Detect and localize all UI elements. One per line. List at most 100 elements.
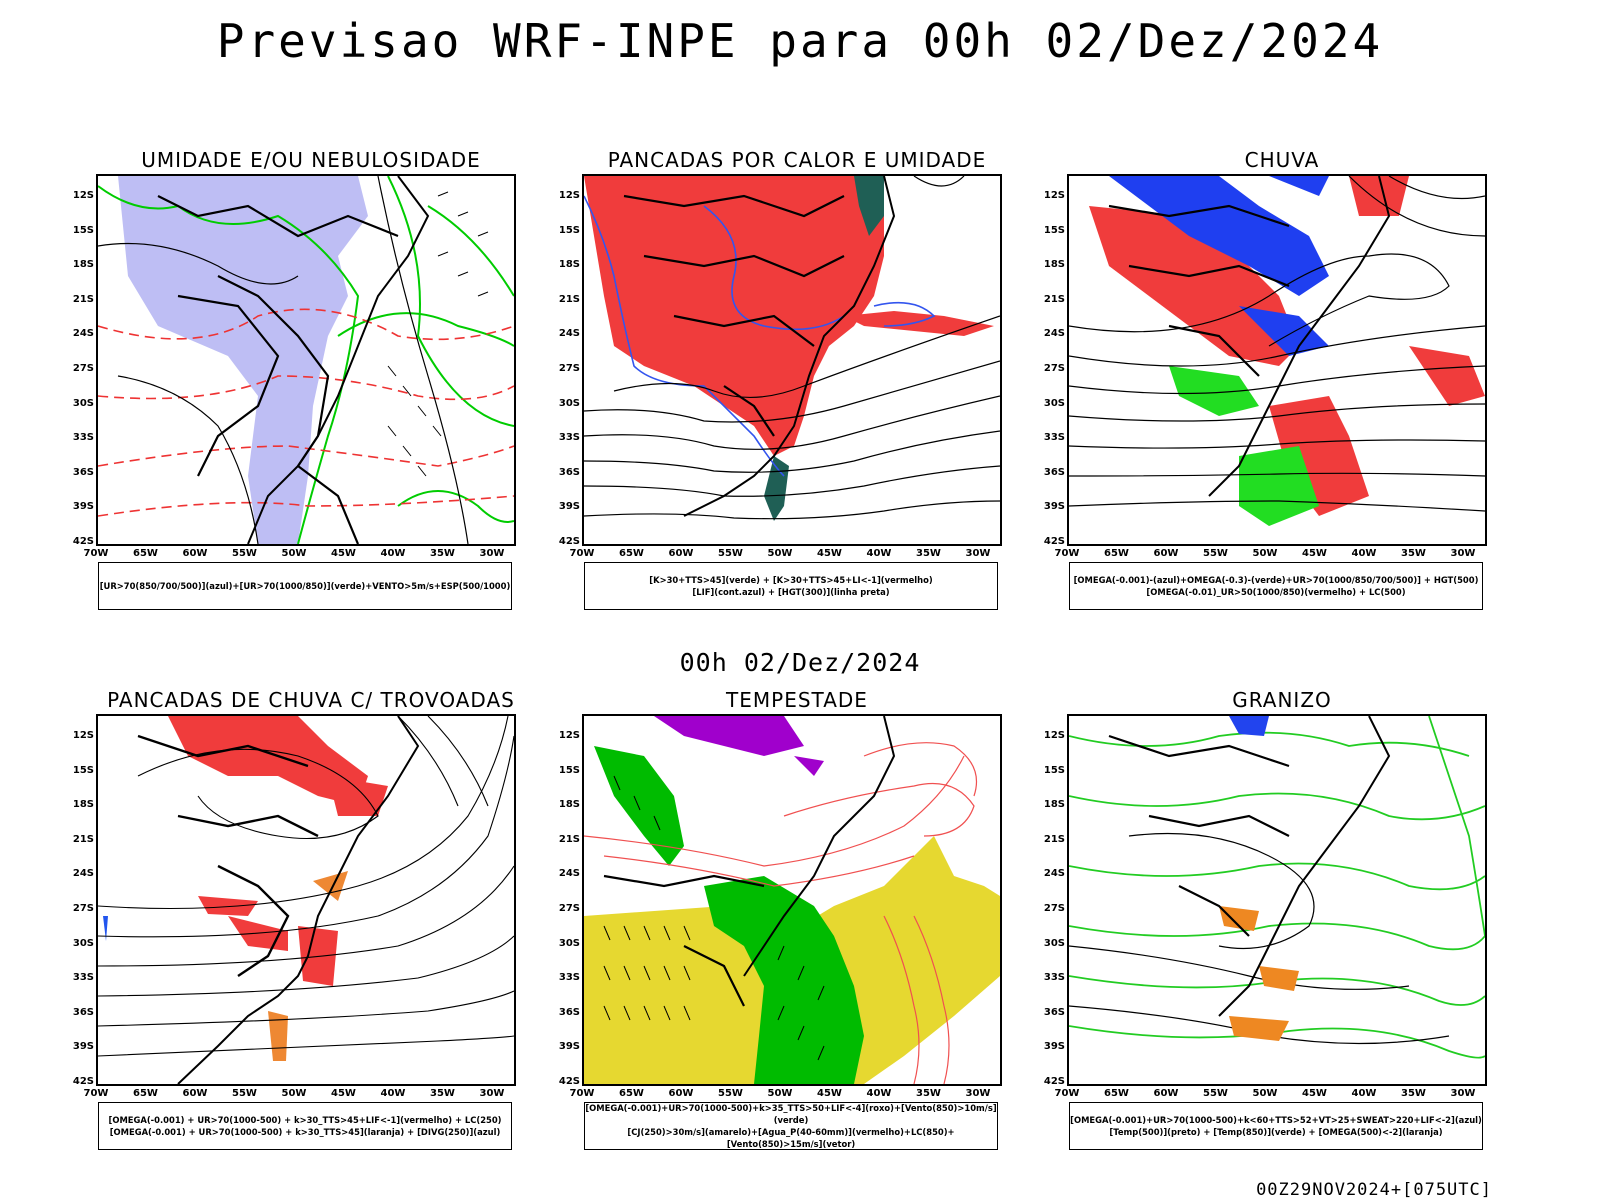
lat-tick-label: 27S: [1043, 363, 1065, 374]
lat-tick-label: 15S: [72, 764, 94, 776]
lon-tick-label: 35W: [430, 548, 455, 559]
omega500-area: [1259, 966, 1299, 991]
storm-area: [168, 716, 368, 806]
lat-tick-label: 15S: [558, 224, 580, 236]
thickness-contour: [98, 495, 514, 517]
map-pancadas-calor-svg: [584, 176, 1000, 521]
omega-strong-area: [1239, 446, 1319, 526]
lon-tick-label: 50W: [1252, 1088, 1278, 1099]
hgt-contour: [1069, 500, 1485, 512]
legend-line: [LIF](cont.azul) + [HGT(300)](linha pret…: [692, 587, 890, 597]
lat-tick-label: 33S: [1043, 432, 1065, 444]
lat-tick-label: 39S: [558, 1041, 580, 1053]
legend-line: [Temp(500)](preto) + [Temp(850)](verde) …: [1109, 1127, 1443, 1137]
lon-tick-label: 70W: [1054, 548, 1080, 559]
lon-tick-label: 40W: [1351, 548, 1377, 559]
legend-line: [CJ(250)>30m/s](amarelo)+[Agua_P(40-60mm…: [627, 1127, 955, 1149]
lif-contour: [703, 205, 845, 331]
lat-tick-label: 36S: [1043, 466, 1065, 478]
country-border: [1108, 734, 1290, 937]
lon-tick-label: 35W: [916, 1088, 941, 1099]
lon-tick-label: 40W: [1351, 1088, 1377, 1099]
omega-weak-area: [1109, 176, 1329, 296]
lat-tick-label: 39S: [1043, 1041, 1065, 1053]
lat-tick-label: 27S: [1043, 903, 1065, 914]
moist-area: [764, 456, 789, 521]
lon-tick-label: 55W: [1203, 1088, 1228, 1099]
lon-tick-label: 30W: [965, 1088, 991, 1099]
severe-storm-area: [794, 756, 824, 776]
country-border: [603, 874, 765, 1007]
low-level-jet-area: [594, 746, 684, 866]
hgt-contour: [584, 430, 1000, 473]
panel-title: GRANIZO: [1232, 688, 1332, 712]
lon-tick-label: 50W: [767, 1088, 793, 1099]
hail-area: [1229, 716, 1269, 736]
map-tempestade-svg: [584, 716, 1000, 1084]
precip-water-contours: [584, 742, 978, 1084]
lon-tick-label: 65W: [1104, 548, 1129, 559]
low-level-jet-area: [704, 876, 864, 1084]
coastline: [683, 176, 896, 517]
lat-tick-label: 33S: [72, 972, 94, 984]
lat-tick-label: 39S: [72, 1041, 94, 1053]
lat-tick-label: 21S: [558, 833, 580, 845]
lon-tick-label: 30W: [479, 548, 505, 559]
lat-tick-label: 12S: [558, 190, 580, 201]
lat-tick-label: 24S: [72, 868, 94, 880]
legend-line: [UR>70(850/700/500)](azul)+[UR>70(1000/8…: [99, 581, 511, 591]
lat-tick-label: 15S: [1043, 224, 1065, 236]
panel-chuva: CHUVA [OMEGA(-0.001)-(azul)+OMEGA(-0.3)-…: [1037, 148, 1527, 618]
storm-area: [328, 776, 388, 816]
lat-tick-label: 12S: [72, 190, 94, 201]
page-title: Previsao WRF-INPE para 00h 02/Dez/2024: [216, 14, 1384, 68]
lon-tick-label: 50W: [1252, 548, 1278, 559]
panel-title: PANCADAS POR CALOR E UMIDADE: [607, 148, 987, 172]
stratiform-rain-area: [1349, 176, 1409, 216]
hgt-contour: [1069, 325, 1485, 367]
legend-line: [OMEGA(-0.01)_UR>50(1000/850)(vermelho) …: [1146, 587, 1406, 597]
lat-tick-label: 21S: [72, 293, 94, 305]
lon-tick-label: 45W: [1302, 1088, 1327, 1099]
showers-area: [268, 1011, 288, 1061]
lat-tick-label: 30S: [558, 397, 580, 409]
lon-tick-label: 50W: [281, 548, 307, 559]
lat-tick-label: 18S: [1043, 799, 1065, 811]
stratiform-rain-area: [1269, 396, 1369, 516]
lat-tick-label: 24S: [558, 328, 580, 340]
map-tempestade: [582, 714, 1002, 1086]
omega-weak-area: [1269, 176, 1329, 196]
hgt-contour: [1069, 253, 1450, 347]
moist-area: [854, 176, 884, 236]
lat-tick-label: 18S: [558, 799, 580, 811]
map-pancadas-trovoadas-svg: [98, 716, 514, 1084]
country-border: [623, 194, 845, 437]
lat-tick-label: 12S: [1043, 730, 1065, 741]
lat-tick-label: 21S: [72, 833, 94, 845]
lon-tick-label: 35W: [1401, 1088, 1426, 1099]
temp500-contours: [1069, 832, 1450, 1045]
lon-tick-label: 30W: [479, 1088, 505, 1099]
lon-tick-label: 60W: [182, 548, 208, 559]
lon-tick-label: 45W: [1302, 548, 1327, 559]
omega500-area: [1229, 1016, 1289, 1041]
hgt-contour: [1069, 439, 1485, 449]
hgt-contour: [584, 500, 1000, 520]
lat-tick-label: 12S: [558, 730, 580, 741]
lon-tick-label: 55W: [718, 1088, 743, 1099]
lon-tick-label: 65W: [619, 1088, 644, 1099]
panel-pancadas-calor: PANCADAS POR CALOR E UMIDADE [K>30+TTS>4…: [552, 148, 1042, 618]
stratiform-rain-area: [1089, 206, 1299, 366]
lat-tick-label: 24S: [1043, 868, 1065, 880]
lon-tick-label: 35W: [916, 548, 941, 559]
lat-tick-label: 27S: [72, 903, 94, 914]
lat-tick-label: 42S: [558, 536, 580, 547]
lon-tick-label: 35W: [430, 1088, 455, 1099]
lon-tick-label: 70W: [569, 1088, 595, 1099]
panel-title: PANCADAS DE CHUVA C/ TROVOADAS: [107, 688, 515, 712]
legend-line: [OMEGA(-0.001)-(azul)+OMEGA(-0.3)-(verde…: [1073, 575, 1479, 585]
lat-tick-label: 39S: [72, 501, 94, 513]
legend-line: [K>30+TTS>45](verde) + [K>30+TTS>45+LI<-…: [649, 575, 933, 585]
panel-umidade: UMIDADE E/OU NEBULOSIDADE [UR>70(850/700…: [66, 148, 556, 618]
lat-tick-label: 18S: [72, 799, 94, 811]
